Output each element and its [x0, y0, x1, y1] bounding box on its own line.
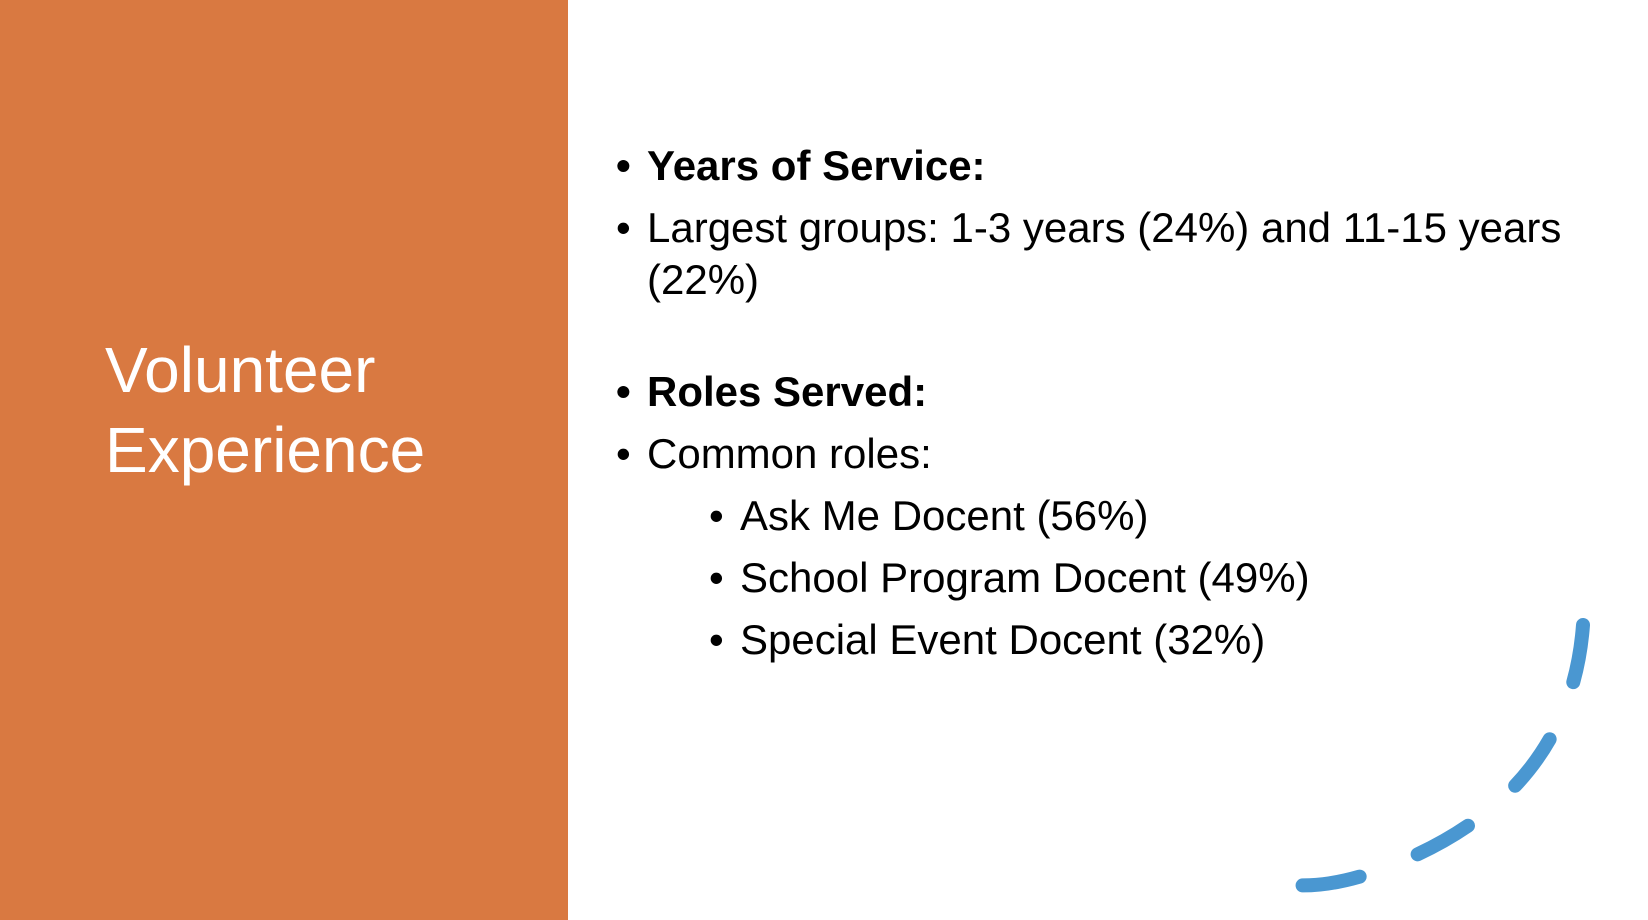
- bullet-text: Largest groups: 1-3 years (24%) and 11-1…: [647, 204, 1562, 303]
- sub-bullet-school-program-docent: • School Program Docent (49%): [709, 552, 1616, 604]
- left-color-panel: Volunteer Experience: [0, 0, 568, 920]
- bullet-text: Years of Service:: [647, 142, 986, 189]
- sub-bullet-text: School Program Docent (49%): [740, 554, 1310, 601]
- content-bullet-list: • Years of Service: • Largest groups: 1-…: [616, 140, 1616, 666]
- bullet-dot-icon: •: [616, 368, 631, 415]
- slide-title-line-2: Experience: [105, 414, 426, 486]
- slide-title: Volunteer Experience: [105, 330, 545, 490]
- sub-bullet-special-event-docent: • Special Event Docent (32%): [709, 614, 1616, 666]
- slide-title-line-1: Volunteer: [105, 334, 376, 406]
- sub-bullet-ask-me-docent: • Ask Me Docent (56%): [709, 490, 1616, 542]
- dashed-arc-stroke: [1285, 618, 1590, 893]
- bullet-largest-groups: • Largest groups: 1-3 years (24%) and 11…: [616, 202, 1616, 306]
- bullet-roles-served-heading: • Roles Served:: [616, 366, 1616, 418]
- bullet-common-roles: • Common roles: • Ask Me Docent (56%) • …: [616, 428, 1616, 666]
- bullet-dot-icon: •: [616, 204, 631, 251]
- bullet-years-of-service-heading: • Years of Service:: [616, 140, 1616, 192]
- dashed-arc-decoration-icon: [1285, 618, 1590, 893]
- bullet-dot-icon: •: [616, 430, 631, 477]
- bullet-dot-icon: •: [709, 492, 724, 539]
- common-roles-sublist: • Ask Me Docent (56%) • School Program D…: [647, 490, 1616, 666]
- sub-bullet-text: Ask Me Docent (56%): [740, 492, 1149, 539]
- bullet-text: Roles Served:: [647, 368, 928, 415]
- bullet-text: Common roles:: [647, 430, 932, 477]
- bullet-dot-icon: •: [616, 142, 631, 189]
- bullet-dot-icon: •: [709, 554, 724, 601]
- sub-bullet-text: Special Event Docent (32%): [740, 616, 1266, 663]
- bullet-dot-icon: •: [709, 616, 724, 663]
